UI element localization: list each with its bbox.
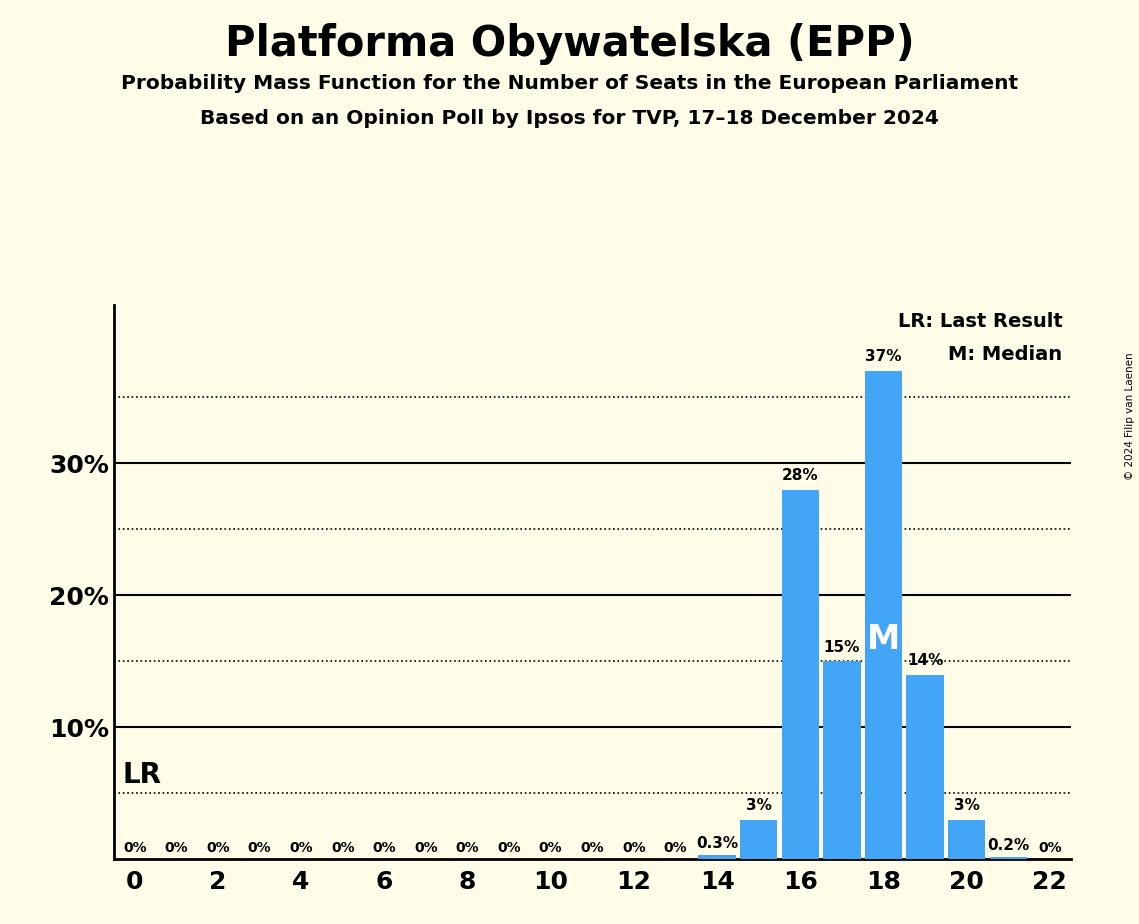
Text: 0%: 0%: [164, 842, 188, 856]
Text: 0.2%: 0.2%: [988, 838, 1030, 853]
Text: 0%: 0%: [247, 842, 271, 856]
Text: 0%: 0%: [415, 842, 437, 856]
Text: Platforma Obywatelska (EPP): Platforma Obywatelska (EPP): [224, 23, 915, 65]
Text: Probability Mass Function for the Number of Seats in the European Parliament: Probability Mass Function for the Number…: [121, 74, 1018, 93]
Text: Based on an Opinion Poll by Ipsos for TVP, 17–18 December 2024: Based on an Opinion Poll by Ipsos for TV…: [200, 109, 939, 128]
Bar: [990, 857, 1027, 859]
Text: 0.3%: 0.3%: [696, 836, 738, 851]
Text: 0%: 0%: [372, 842, 396, 856]
Text: 3%: 3%: [746, 798, 771, 813]
Text: M: Median: M: Median: [948, 345, 1063, 363]
Bar: [740, 820, 778, 859]
Text: 3%: 3%: [953, 798, 980, 813]
Text: 0%: 0%: [330, 842, 354, 856]
Text: 0%: 0%: [581, 842, 604, 856]
Text: 37%: 37%: [866, 349, 902, 364]
Text: 14%: 14%: [907, 653, 943, 668]
Text: 0%: 0%: [123, 842, 147, 856]
Text: 0%: 0%: [456, 842, 480, 856]
Bar: [948, 820, 985, 859]
Text: 0%: 0%: [289, 842, 313, 856]
Text: M: M: [867, 623, 900, 656]
Text: © 2024 Filip van Laenen: © 2024 Filip van Laenen: [1125, 352, 1134, 480]
Text: 0%: 0%: [498, 842, 521, 856]
Bar: [907, 675, 944, 859]
Bar: [823, 662, 861, 859]
Text: 0%: 0%: [206, 842, 230, 856]
Bar: [865, 371, 902, 859]
Text: 15%: 15%: [823, 639, 860, 655]
Text: LR: LR: [122, 761, 162, 789]
Text: 0%: 0%: [1038, 842, 1062, 856]
Text: LR: Last Result: LR: Last Result: [898, 311, 1063, 331]
Bar: [698, 856, 736, 859]
Text: 0%: 0%: [664, 842, 687, 856]
Bar: [781, 490, 819, 859]
Text: 0%: 0%: [539, 842, 563, 856]
Text: 0%: 0%: [622, 842, 646, 856]
Text: 28%: 28%: [782, 468, 819, 483]
